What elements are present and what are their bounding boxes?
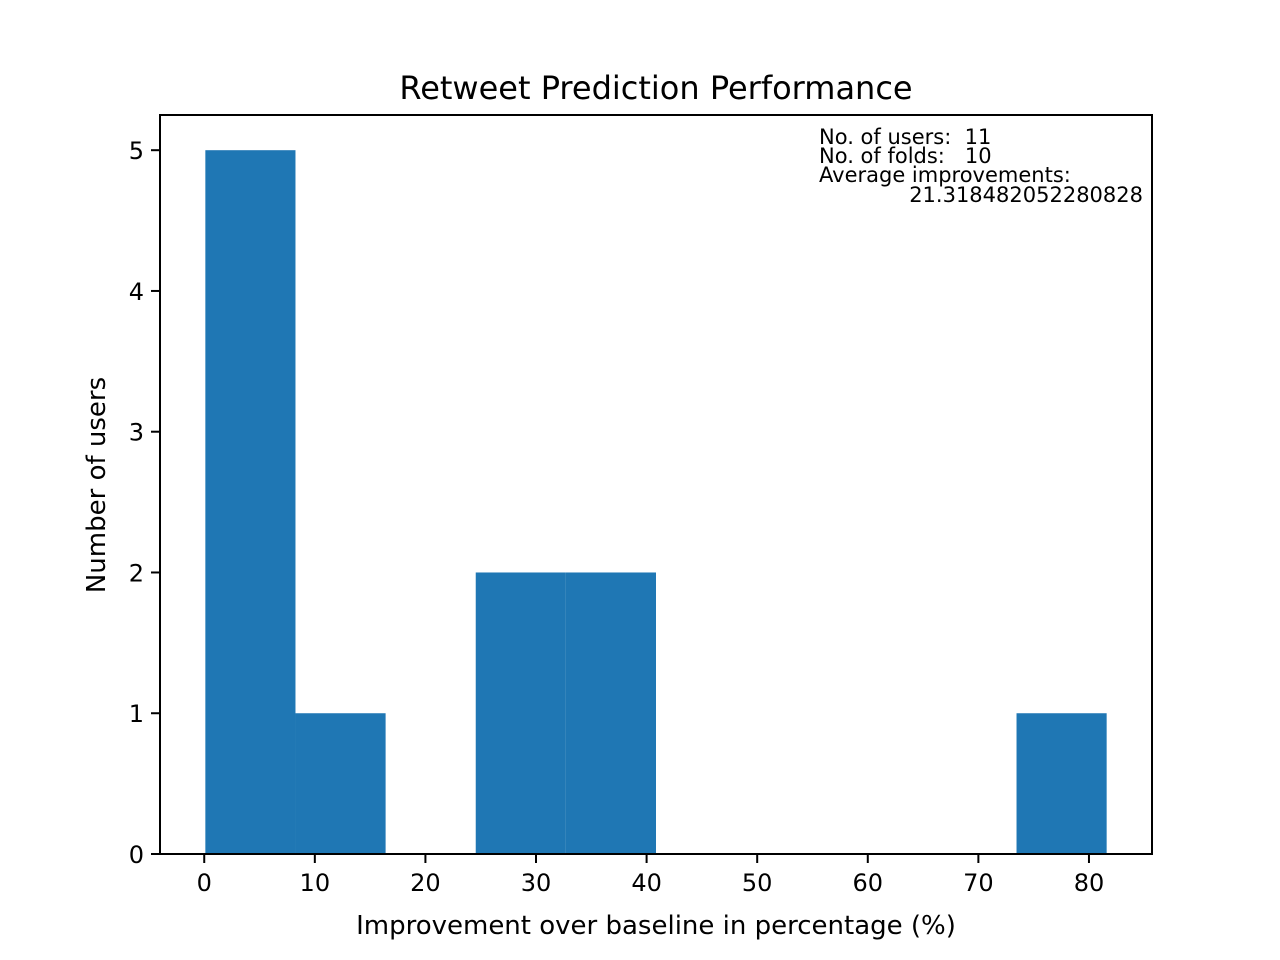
x-tick-label: 20 (410, 869, 441, 897)
y-tick-label: 1 (129, 700, 144, 728)
x-tick-label: 80 (1074, 869, 1105, 897)
stats-annotation: No. of users: 11 No. of folds: 10 Averag… (819, 125, 1143, 207)
histogram-bar-0 (205, 150, 296, 854)
y-tick-label: 0 (129, 841, 144, 869)
y-tick-label: 2 (129, 559, 144, 587)
annotation-avg-label: Average improvements: (819, 163, 1071, 187)
x-tick-label: 0 (197, 869, 212, 897)
y-tick-label: 4 (129, 278, 144, 306)
y-tick-label: 3 (129, 419, 144, 447)
x-tick-label: 30 (521, 869, 552, 897)
chart-title: Retweet Prediction Performance (399, 69, 912, 107)
y-tick-label: 5 (129, 137, 144, 165)
y-axis-ticks: 0 1 2 3 4 5 (129, 137, 160, 869)
plot-frame (159, 114, 1153, 855)
annotation-folds: No. of folds: 10 (819, 144, 992, 168)
histogram-bar-9 (1016, 713, 1107, 854)
histogram-bar-3 (475, 572, 566, 854)
histogram-bar-4 (565, 572, 656, 854)
x-tick-label: 40 (631, 869, 662, 897)
x-tick-label: 10 (300, 869, 331, 897)
histogram-bar-1 (295, 713, 386, 854)
x-tick-label: 50 (742, 869, 773, 897)
annotation-users: No. of users: 11 (819, 125, 991, 149)
y-axis-label: Number of users (82, 377, 112, 593)
bars-group (205, 150, 1107, 854)
x-axis-ticks: 0 10 20 30 40 50 60 70 80 (197, 854, 1105, 897)
x-tick-label: 60 (853, 869, 884, 897)
x-axis-label: Improvement over baseline in percentage … (356, 911, 956, 941)
annotation-avg-value: 21.318482052280828 (909, 183, 1143, 207)
x-tick-label: 70 (963, 869, 994, 897)
